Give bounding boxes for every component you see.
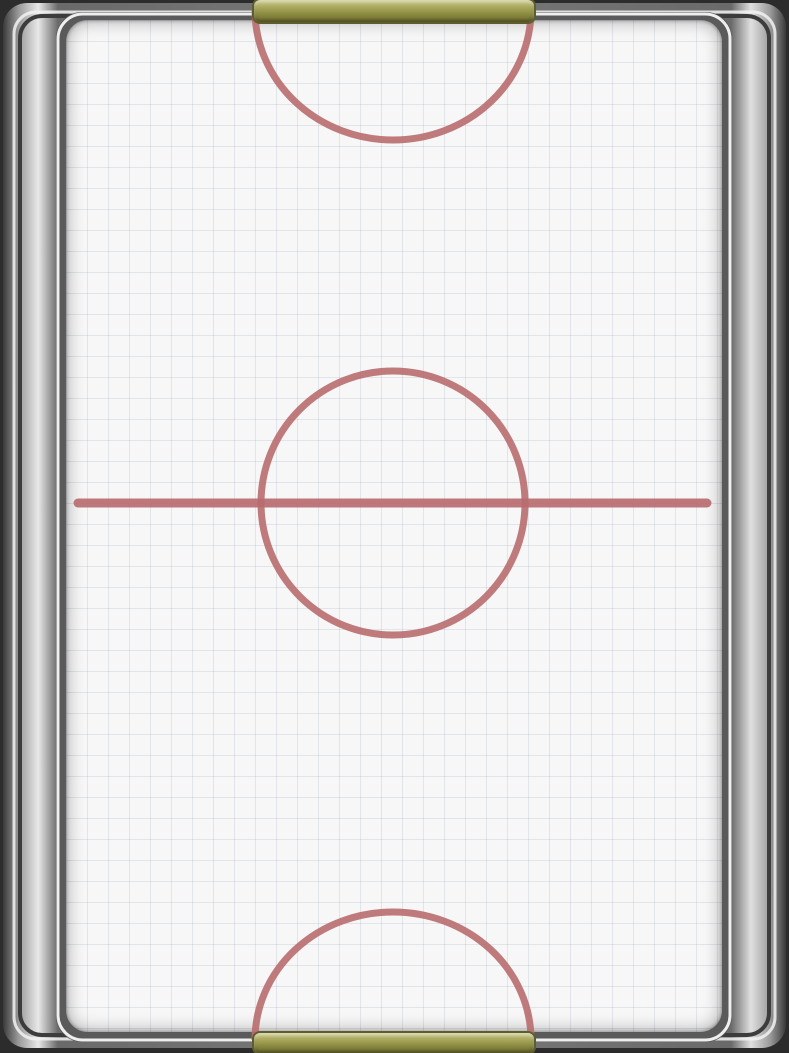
bottom-goal bbox=[254, 1033, 534, 1053]
top-goal bbox=[254, 0, 534, 22]
playing-surface bbox=[66, 20, 722, 1032]
